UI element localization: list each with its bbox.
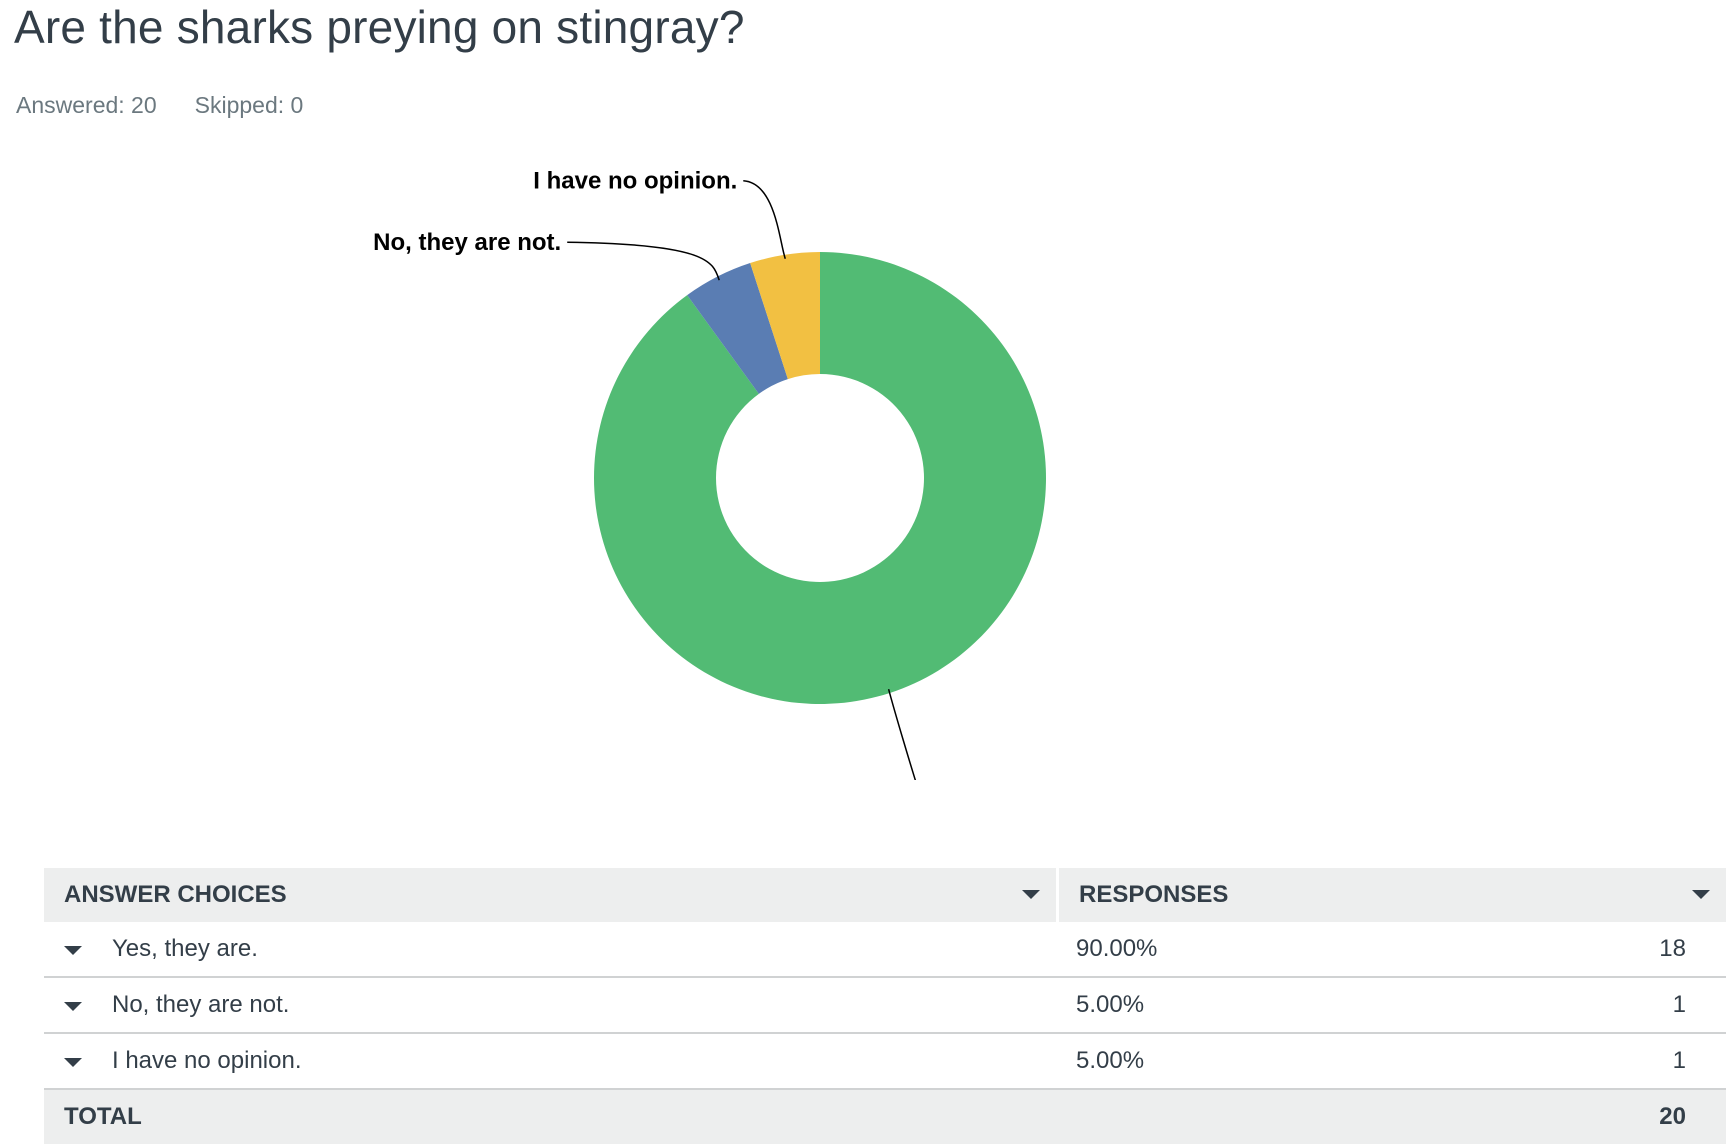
sort-down-icon[interactable] [1692,890,1710,899]
donut-slice [750,252,820,380]
slice-label: I have no opinion. [533,168,737,195]
answer-choice-label: No, they are not. [112,991,290,1018]
skipped-count: Skipped: 0 [194,92,304,118]
donut-slice [594,252,1046,704]
total-value: 20 [1659,1103,1686,1130]
question-title: Are the sharks preying on stingray? [14,1,745,53]
response-percent: 90.00% [1076,935,1158,962]
response-stats: Answered: 20 Skipped: 0 [16,92,303,119]
sort-down-icon[interactable] [1022,890,1040,899]
answer-table: ANSWER CHOICES RESPONSES Yes, they are. … [44,868,1726,1144]
response-count: 18 [1659,935,1686,962]
total-label: TOTAL [64,1103,142,1130]
answered-count: Answered: 20 [16,92,157,118]
table-row: Yes, they are. 90.00% 18 [44,922,1726,978]
response-percent: 5.00% [1076,1047,1145,1074]
leader-line [887,688,917,780]
response-count: 1 [1672,1047,1686,1074]
response-count: 1 [1672,991,1686,1018]
table-row: No, they are not. 5.00% 1 [44,978,1726,1034]
responses-header[interactable]: RESPONSES [1056,868,1726,922]
total-row: TOTAL 20 [44,1090,1726,1144]
slice-label: No, they are not. [373,229,561,256]
table-header: ANSWER CHOICES RESPONSES [44,868,1726,922]
answer-choices-header[interactable]: ANSWER CHOICES [44,868,1056,922]
donut-slice [687,263,788,394]
donut-chart: Yes, they are.No, they are not.I have no… [373,168,1046,780]
answer-choice-label: Yes, they are. [112,935,258,962]
response-percent: 5.00% [1076,991,1145,1018]
table-row: I have no opinion. 5.00% 1 [44,1034,1726,1090]
leader-line [743,179,786,259]
answer-choice-label: I have no opinion. [112,1047,302,1074]
caret-down-icon[interactable] [64,1057,82,1067]
caret-down-icon[interactable] [64,1001,82,1011]
leader-line [567,241,720,281]
caret-down-icon[interactable] [64,945,82,955]
